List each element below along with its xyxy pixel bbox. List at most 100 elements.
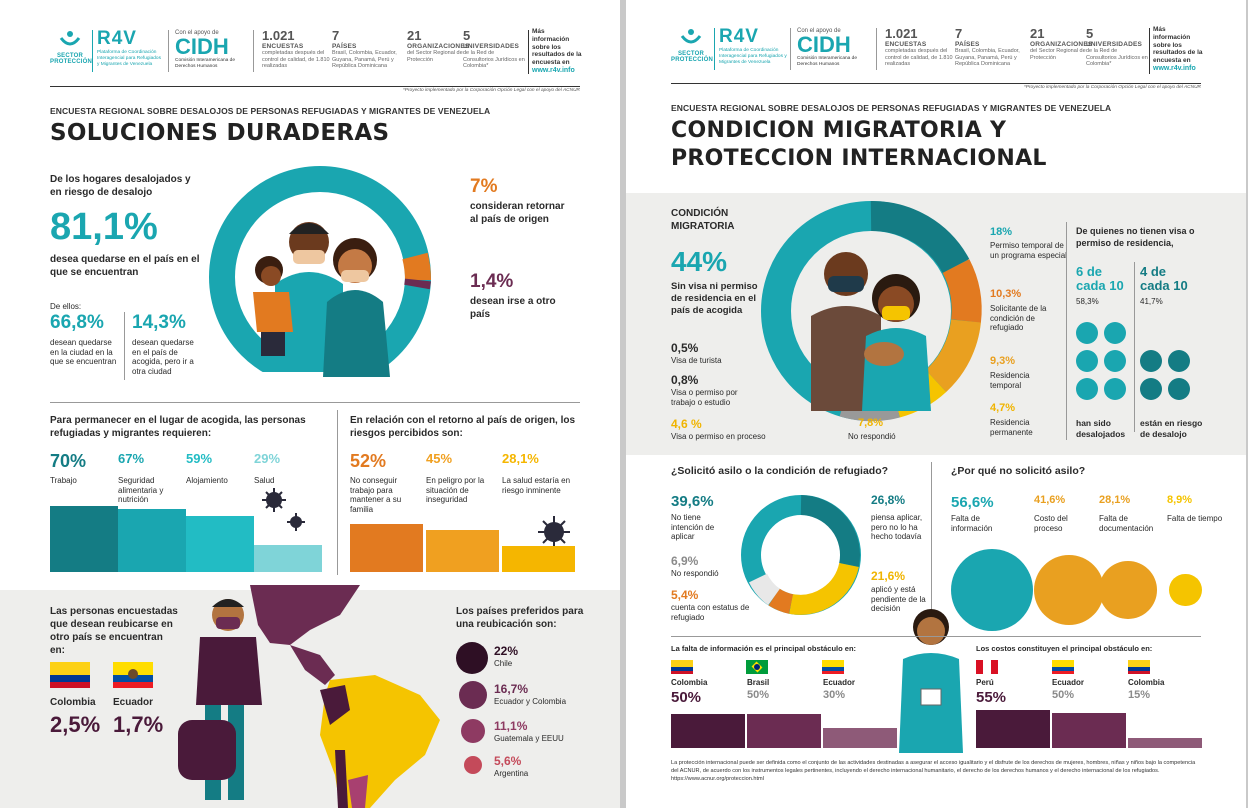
cost-percent: 55%: [976, 689, 1007, 706]
cidh-logo: Con el apoyo de CIDH Comisión Interameri…: [797, 28, 857, 67]
colombia-flag: [1128, 660, 1150, 674]
asylum-pending-text: aplicó y está pendiente de la decisión: [871, 585, 926, 614]
r4v-logo: R4V Plataforma de Coordinación Interagen…: [719, 26, 787, 65]
requirement-bar: [50, 506, 118, 572]
requirement-bar: [118, 508, 186, 572]
other-city-percent: 14,3%: [132, 312, 186, 333]
intro-text: De los hogares desalojados y en riesgo d…: [50, 174, 191, 198]
people-icon: [59, 31, 81, 46]
stat-surveys: 1.021 ENCUESTAS completadas después del …: [262, 28, 330, 70]
tourist-text: Visa de turista: [671, 356, 722, 365]
requirement-percent: 59%: [186, 451, 213, 466]
special-permit-percent: 18%: [990, 226, 1013, 238]
requirement-bar: [186, 516, 254, 572]
r4v-logo: R4V Plataforma de Coordinación Interagen…: [97, 28, 162, 67]
stat-countries: 7 PAÍSES Brasil, Colombia, Ecuador, Guya…: [955, 26, 1020, 68]
evicted-dot: [1104, 322, 1126, 344]
reloc-percent-1: 1,7%: [113, 712, 164, 737]
why-label: Falta de tiempo: [1167, 514, 1223, 523]
stat-universities: 5 UNIVERSIDADES de la Red de Consultorio…: [463, 28, 525, 70]
evicted-big: 6 de cada 10: [1076, 264, 1124, 293]
pref-name-3: Argentina: [494, 769, 529, 778]
baby: [864, 342, 904, 366]
main-percent: 81,1%: [50, 206, 158, 248]
requirement-percent: 67%: [118, 451, 145, 466]
asylum-no-intent-percent: 39,6%: [671, 493, 714, 510]
sector-logo: SECTOR PROTECCIÓN: [671, 28, 713, 63]
evicted-dot: [1076, 378, 1098, 400]
migratory-donut-chart: [761, 200, 982, 422]
evicted-percent: 58,3%: [1076, 297, 1099, 306]
asylum-plan-text: piensa aplicar, pero no lo ha hecho toda…: [871, 513, 923, 542]
info-bar: [823, 727, 897, 748]
asylum-donut-chart: [741, 495, 861, 615]
why-circle: [1099, 561, 1157, 619]
sector-logo: SECTOR PROTECCIÓN: [50, 30, 93, 65]
why-percent: 28,1%: [1099, 494, 1131, 506]
risk-label: No conseguir trabajo para mantener a su …: [350, 476, 402, 514]
migratory-title: CONDICIÓN MIGRATORIA: [671, 208, 735, 232]
requirement-percent: 29%: [254, 451, 281, 466]
pref-name-0: Chile: [494, 659, 513, 668]
woman-illustration: [899, 609, 963, 753]
requirement-percent: 70%: [50, 451, 87, 471]
sector-label: SECTOR PROTECCIÓN: [50, 53, 93, 65]
leave-text: desean irse a otro país: [470, 296, 556, 320]
peru-flag: [976, 660, 998, 674]
why-label: Costo del proceso: [1034, 514, 1068, 533]
refugee-applicant-percent: 10,3%: [990, 288, 1022, 300]
risk-dot: [1168, 378, 1190, 400]
footer-text: La protección internacional puede ser de…: [671, 760, 1196, 782]
visa-process-text: Visa o permiso en proceso: [671, 432, 766, 441]
cost-bar: [976, 710, 1050, 748]
no-visa-text: Sin visa ni permiso de residencia en el …: [671, 281, 758, 316]
info-percent: 30%: [823, 689, 846, 701]
stay-city-text: desean quedarse en la ciudad en la que s…: [50, 338, 117, 367]
why-label: Falta de documentación: [1099, 514, 1154, 533]
why-circle: [1169, 573, 1202, 607]
stat-countries: 7 PAÍSES Brasil, Colombia, Ecuador, Guya…: [332, 28, 397, 70]
refugee-applicant-text: Solicitante de la condición de refugiado: [990, 304, 1047, 333]
risk-percent: 52%: [350, 451, 387, 471]
stat-orgs: 21 ORGANIZACIONES del Sector Regional de…: [407, 28, 470, 63]
pref-percent-2: 11,1%: [494, 719, 528, 733]
requirement-label: Salud: [254, 476, 275, 485]
pref-name-2: Guatemala y EEUU: [494, 734, 564, 743]
relocation-title: Las personas encuestadas que desean reub…: [50, 606, 178, 656]
left-page: SECTOR PROTECCIÓN R4V Plataforma de Coor…: [0, 0, 620, 808]
info-bar: [747, 714, 821, 748]
no-answer-percent: 7,8%: [858, 417, 884, 429]
asylum-refugee-percent: 5,4%: [671, 588, 699, 602]
risk-bar: [426, 530, 499, 572]
work-visa-text: Visa o permiso por trabajo o estudio: [671, 388, 738, 407]
r4v-link[interactable]: www.r4v.info: [1153, 64, 1196, 72]
asylum-pending-percent: 21,6%: [871, 569, 906, 583]
page-title-2: PROTECCION INTERNACIONAL: [671, 146, 1047, 171]
stay-city-percent: 66,8%: [50, 312, 104, 333]
r4v-link[interactable]: www.r4v.info: [532, 66, 575, 74]
requirements-title: Para permanecer en el lugar de acogida, …: [50, 415, 306, 439]
colombia-flag: [50, 662, 90, 688]
requirement-label: Alojamiento: [186, 476, 228, 485]
ecuador-flag: [1052, 660, 1074, 674]
return-percent: 7%: [470, 176, 498, 197]
leave-percent: 1,4%: [470, 271, 514, 292]
special-permit-text: Permiso temporal de un programa especial: [990, 241, 1067, 260]
risk-big: 4 de cada 10: [1140, 264, 1188, 293]
risk-dot: [1140, 350, 1162, 372]
requirement-label: Seguridad alimentaria y nutrición: [118, 476, 164, 505]
info-percent: 50%: [747, 689, 770, 701]
risk-bar: [350, 524, 423, 572]
bag-icon: [178, 720, 236, 780]
badge-icon: [920, 688, 942, 706]
work-visa-percent: 0,8%: [671, 373, 699, 387]
no-answer-text: No respondió: [848, 432, 896, 441]
girl-body: [253, 292, 293, 332]
page-title: SOLUCIONES DURADERAS: [50, 120, 390, 146]
stat-universities: 5 UNIVERSIDADES de la Red de Consultorio…: [1086, 26, 1148, 68]
stat-surveys: 1.021 ENCUESTAS completadas después del …: [885, 26, 953, 68]
why-circle: [1034, 554, 1105, 626]
page-title-1: CONDICION MIGRATORIA Y: [671, 118, 1007, 143]
ecuador-flag: [113, 662, 153, 688]
perm-residence-percent: 4,7%: [990, 402, 1016, 414]
